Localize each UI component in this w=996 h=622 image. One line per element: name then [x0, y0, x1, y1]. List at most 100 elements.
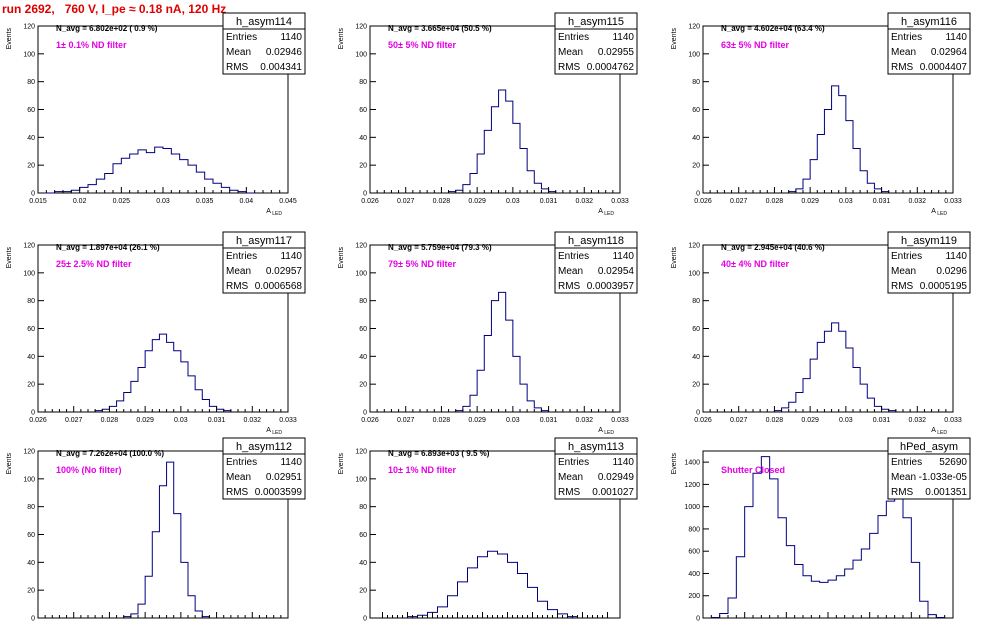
y-tick-label: 600	[688, 549, 700, 556]
histogram-line	[38, 146, 255, 194]
histogram-bin	[477, 154, 484, 193]
x-tick-label: 0.026	[29, 417, 47, 424]
histogram-bin	[828, 580, 836, 618]
histogram-bin	[138, 150, 146, 193]
y-tick-label: 1200	[684, 482, 700, 489]
histogram-bin	[886, 501, 894, 618]
histogram-bin	[105, 174, 113, 193]
x-tick-label: 0.028	[766, 198, 784, 205]
x-tick-label: 0.032	[576, 198, 594, 205]
histogram-bin	[520, 384, 527, 412]
x-tick-label: 0.028	[766, 417, 784, 424]
histogram-bin	[196, 172, 204, 193]
x-tick-label: 0.029	[801, 198, 819, 205]
y-tick-label: 800	[688, 526, 700, 533]
x-tick-label: 0.03	[839, 417, 853, 424]
histogram-bin	[867, 398, 874, 412]
histogram-line	[123, 461, 210, 618]
x-axis-label: A LED	[266, 208, 282, 217]
stats-value: 0.02957	[266, 266, 303, 277]
y-tick-label: 100	[688, 270, 700, 277]
y-tick-label: 80	[692, 298, 700, 305]
histogram-bin	[124, 617, 131, 618]
stats-value: 0.02955	[598, 47, 635, 58]
histogram-bin	[736, 557, 744, 618]
y-axis-label: Events	[671, 453, 678, 475]
histogram-panel-h_asym118: 0.026 0.027 0.028 0.029 0.03 0.031 0.032 0.033 0…	[338, 231, 638, 436]
x-tick-label: 0.027	[730, 417, 748, 424]
y-tick-label: 120	[23, 449, 35, 456]
stats-label: Mean	[558, 472, 583, 483]
histogram-bin	[839, 331, 846, 412]
y-tick-label: 120	[355, 243, 367, 250]
stats-value: 1140	[612, 32, 634, 43]
histogram-bin	[534, 183, 541, 193]
histogram-bin	[508, 562, 518, 618]
stats-label: Entries	[226, 251, 257, 262]
histogram-bin	[113, 164, 121, 193]
stats-box	[887, 437, 971, 500]
y-axis-label: Events	[671, 28, 678, 50]
histogram-bin	[456, 190, 463, 193]
histogram-bin	[71, 190, 79, 193]
x-tick-label: 0.029	[468, 198, 486, 205]
x-tick-label: 0.031	[208, 417, 226, 424]
histogram-bin	[238, 192, 246, 193]
y-tick-label: 0	[31, 616, 35, 622]
x-tick-label: 0.015	[29, 198, 47, 205]
histogram-line	[407, 550, 578, 618]
histogram-name: h_asym116	[901, 16, 957, 28]
histogram-bin	[484, 335, 491, 412]
stats-label: Entries	[226, 32, 257, 43]
histogram-bin	[188, 165, 196, 193]
histogram-bin	[131, 381, 138, 412]
histogram-bin	[484, 130, 491, 193]
x-tick-label: 0.027	[397, 417, 415, 424]
y-tick-label: 20	[27, 163, 35, 170]
stats-value: 0.0005195	[920, 281, 968, 292]
filter-annotation: 10± 1% ND filter	[388, 465, 456, 475]
stats-box	[554, 437, 638, 500]
histogram-name: h_asym119	[901, 235, 957, 247]
stats-value: 0.0006568	[255, 281, 303, 292]
histogram-bin	[824, 110, 831, 194]
y-tick-label: 20	[27, 382, 35, 389]
x-tick-label: 0.027	[397, 198, 415, 205]
histogram-bin	[889, 411, 896, 412]
histogram-bin	[478, 557, 488, 618]
x-tick-label: 0.026	[361, 198, 379, 205]
histogram-panel-h_asym112: 0.0260.0270.0280.0290.030.0310.0320.0330…	[6, 437, 306, 622]
y-tick-label: 60	[359, 326, 367, 333]
histogram-bin	[209, 406, 216, 412]
histogram-bin	[903, 518, 911, 618]
filter-annotation: 40± 4% ND filter	[721, 259, 789, 269]
navg-label: N_avg = 4.602e+04 (63.4 %)	[721, 24, 825, 33]
histogram-bin	[152, 532, 159, 618]
y-tick-label: 60	[692, 326, 700, 333]
stats-label: RMS	[891, 281, 914, 292]
stats-value: 1140	[280, 32, 302, 43]
histogram-bin	[470, 174, 477, 193]
histogram-bin	[145, 351, 152, 412]
filter-annotation: 25± 2.5% ND filter	[56, 259, 132, 269]
y-tick-label: 0	[363, 410, 367, 417]
histogram-bin	[832, 86, 839, 193]
y-tick-label: 120	[355, 24, 367, 31]
y-tick-label: 120	[688, 24, 700, 31]
histogram-bin	[839, 96, 846, 193]
histogram-bin	[770, 479, 778, 618]
histogram-bin	[498, 554, 508, 618]
x-axis-label: A LED	[598, 427, 614, 436]
y-tick-label: 100	[23, 270, 35, 277]
stats-label: RMS	[226, 281, 249, 292]
stats-value: 1140	[280, 251, 302, 262]
y-tick-label: 0	[31, 410, 35, 417]
filter-annotation: 50± 5% ND filter	[388, 40, 456, 50]
histogram-bin	[789, 402, 796, 412]
histogram-bin	[456, 411, 463, 412]
histogram-bin	[882, 192, 889, 193]
y-tick-label: 0	[363, 616, 367, 622]
histogram-bin	[513, 356, 520, 412]
y-tick-label: 0	[696, 616, 700, 622]
histogram-bin	[817, 135, 824, 193]
